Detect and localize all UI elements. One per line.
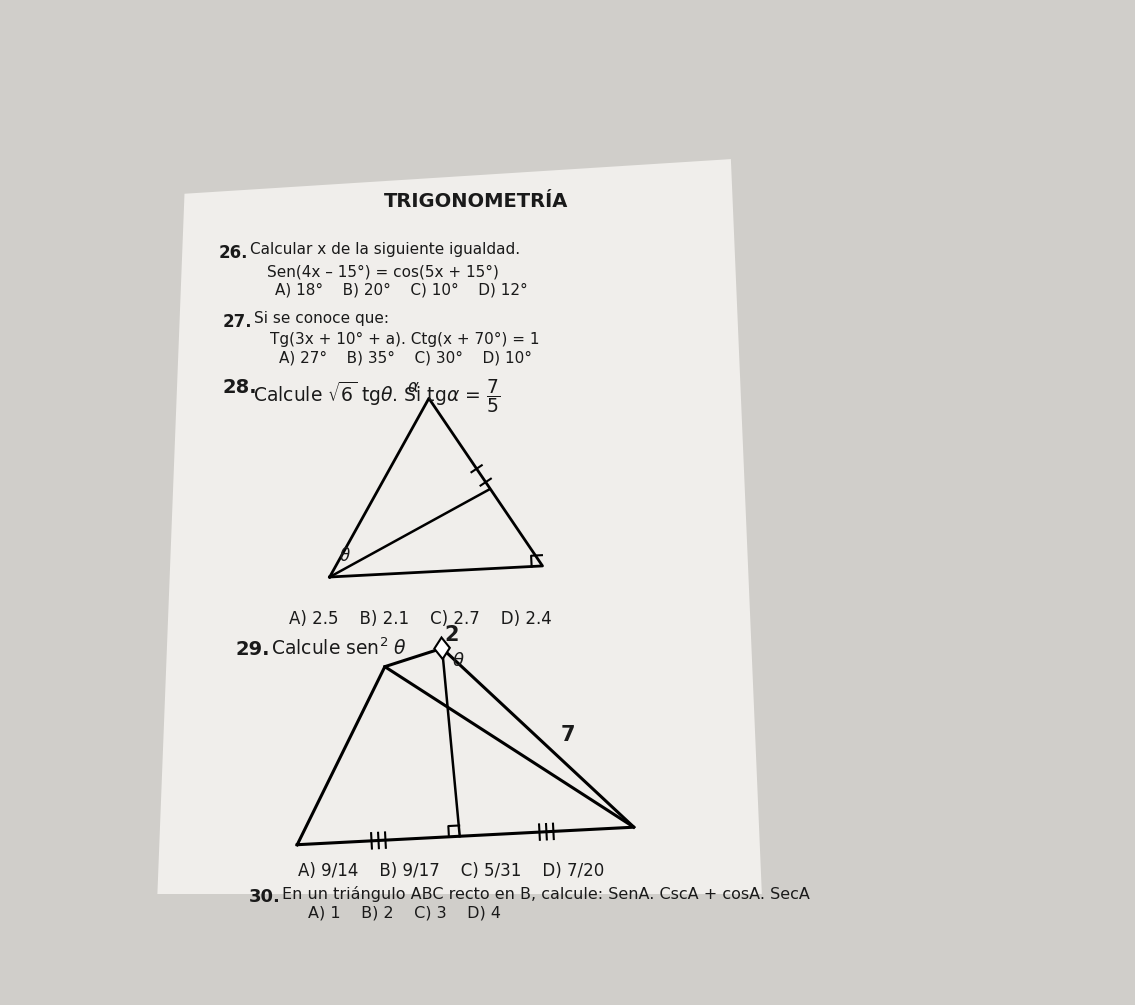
Text: 7: 7 bbox=[561, 725, 574, 745]
Polygon shape bbox=[435, 637, 449, 659]
Text: A) 9/14    B) 9/17    C) 5/31    D) 7/20: A) 9/14 B) 9/17 C) 5/31 D) 7/20 bbox=[299, 862, 605, 880]
Text: Calcule $\sqrt{6}$ tg$\theta$. Si tg$\alpha$ = $\dfrac{7}{5}$: Calcule $\sqrt{6}$ tg$\theta$. Si tg$\al… bbox=[253, 377, 501, 414]
Text: Sen(4x – 15°) = cos(5x + 15°): Sen(4x – 15°) = cos(5x + 15°) bbox=[267, 264, 498, 279]
Text: 30.: 30. bbox=[249, 888, 281, 907]
Text: TRIGONOMETRÍA: TRIGONOMETRÍA bbox=[384, 192, 569, 211]
Text: $\theta$: $\theta$ bbox=[339, 547, 351, 565]
Text: A) 27°    B) 35°    C) 30°    D) 10°: A) 27° B) 35° C) 30° D) 10° bbox=[279, 351, 532, 366]
Text: Calcular x de la siguiente igualdad.: Calcular x de la siguiente igualdad. bbox=[250, 242, 520, 257]
Text: 29.: 29. bbox=[236, 640, 270, 658]
Text: En un triángulo ABC recto en B, calcule: SenA. CscA + cosA. SecA: En un triángulo ABC recto en B, calcule:… bbox=[283, 886, 810, 902]
Text: 28.: 28. bbox=[222, 378, 257, 397]
Text: A) 2.5    B) 2.1    C) 2.7    D) 2.4: A) 2.5 B) 2.1 C) 2.7 D) 2.4 bbox=[288, 610, 552, 628]
Text: 27.: 27. bbox=[222, 313, 252, 331]
Text: Tg(3x + 10° + a). Ctg(x + 70°) = 1: Tg(3x + 10° + a). Ctg(x + 70°) = 1 bbox=[270, 332, 539, 347]
Text: 26.: 26. bbox=[219, 243, 249, 261]
Text: A) 1    B) 2    C) 3    D) 4: A) 1 B) 2 C) 3 D) 4 bbox=[309, 906, 502, 921]
Text: A) 18°    B) 20°    C) 10°    D) 12°: A) 18° B) 20° C) 10° D) 12° bbox=[276, 283, 528, 297]
Polygon shape bbox=[158, 159, 762, 894]
Text: $\theta$: $\theta$ bbox=[452, 651, 464, 669]
Text: Si se conoce que:: Si se conoce que: bbox=[253, 312, 388, 326]
Text: 2: 2 bbox=[445, 625, 460, 645]
Text: Calcule sen$^2$ $\theta$: Calcule sen$^2$ $\theta$ bbox=[271, 638, 406, 659]
Text: $\alpha$: $\alpha$ bbox=[407, 378, 420, 396]
